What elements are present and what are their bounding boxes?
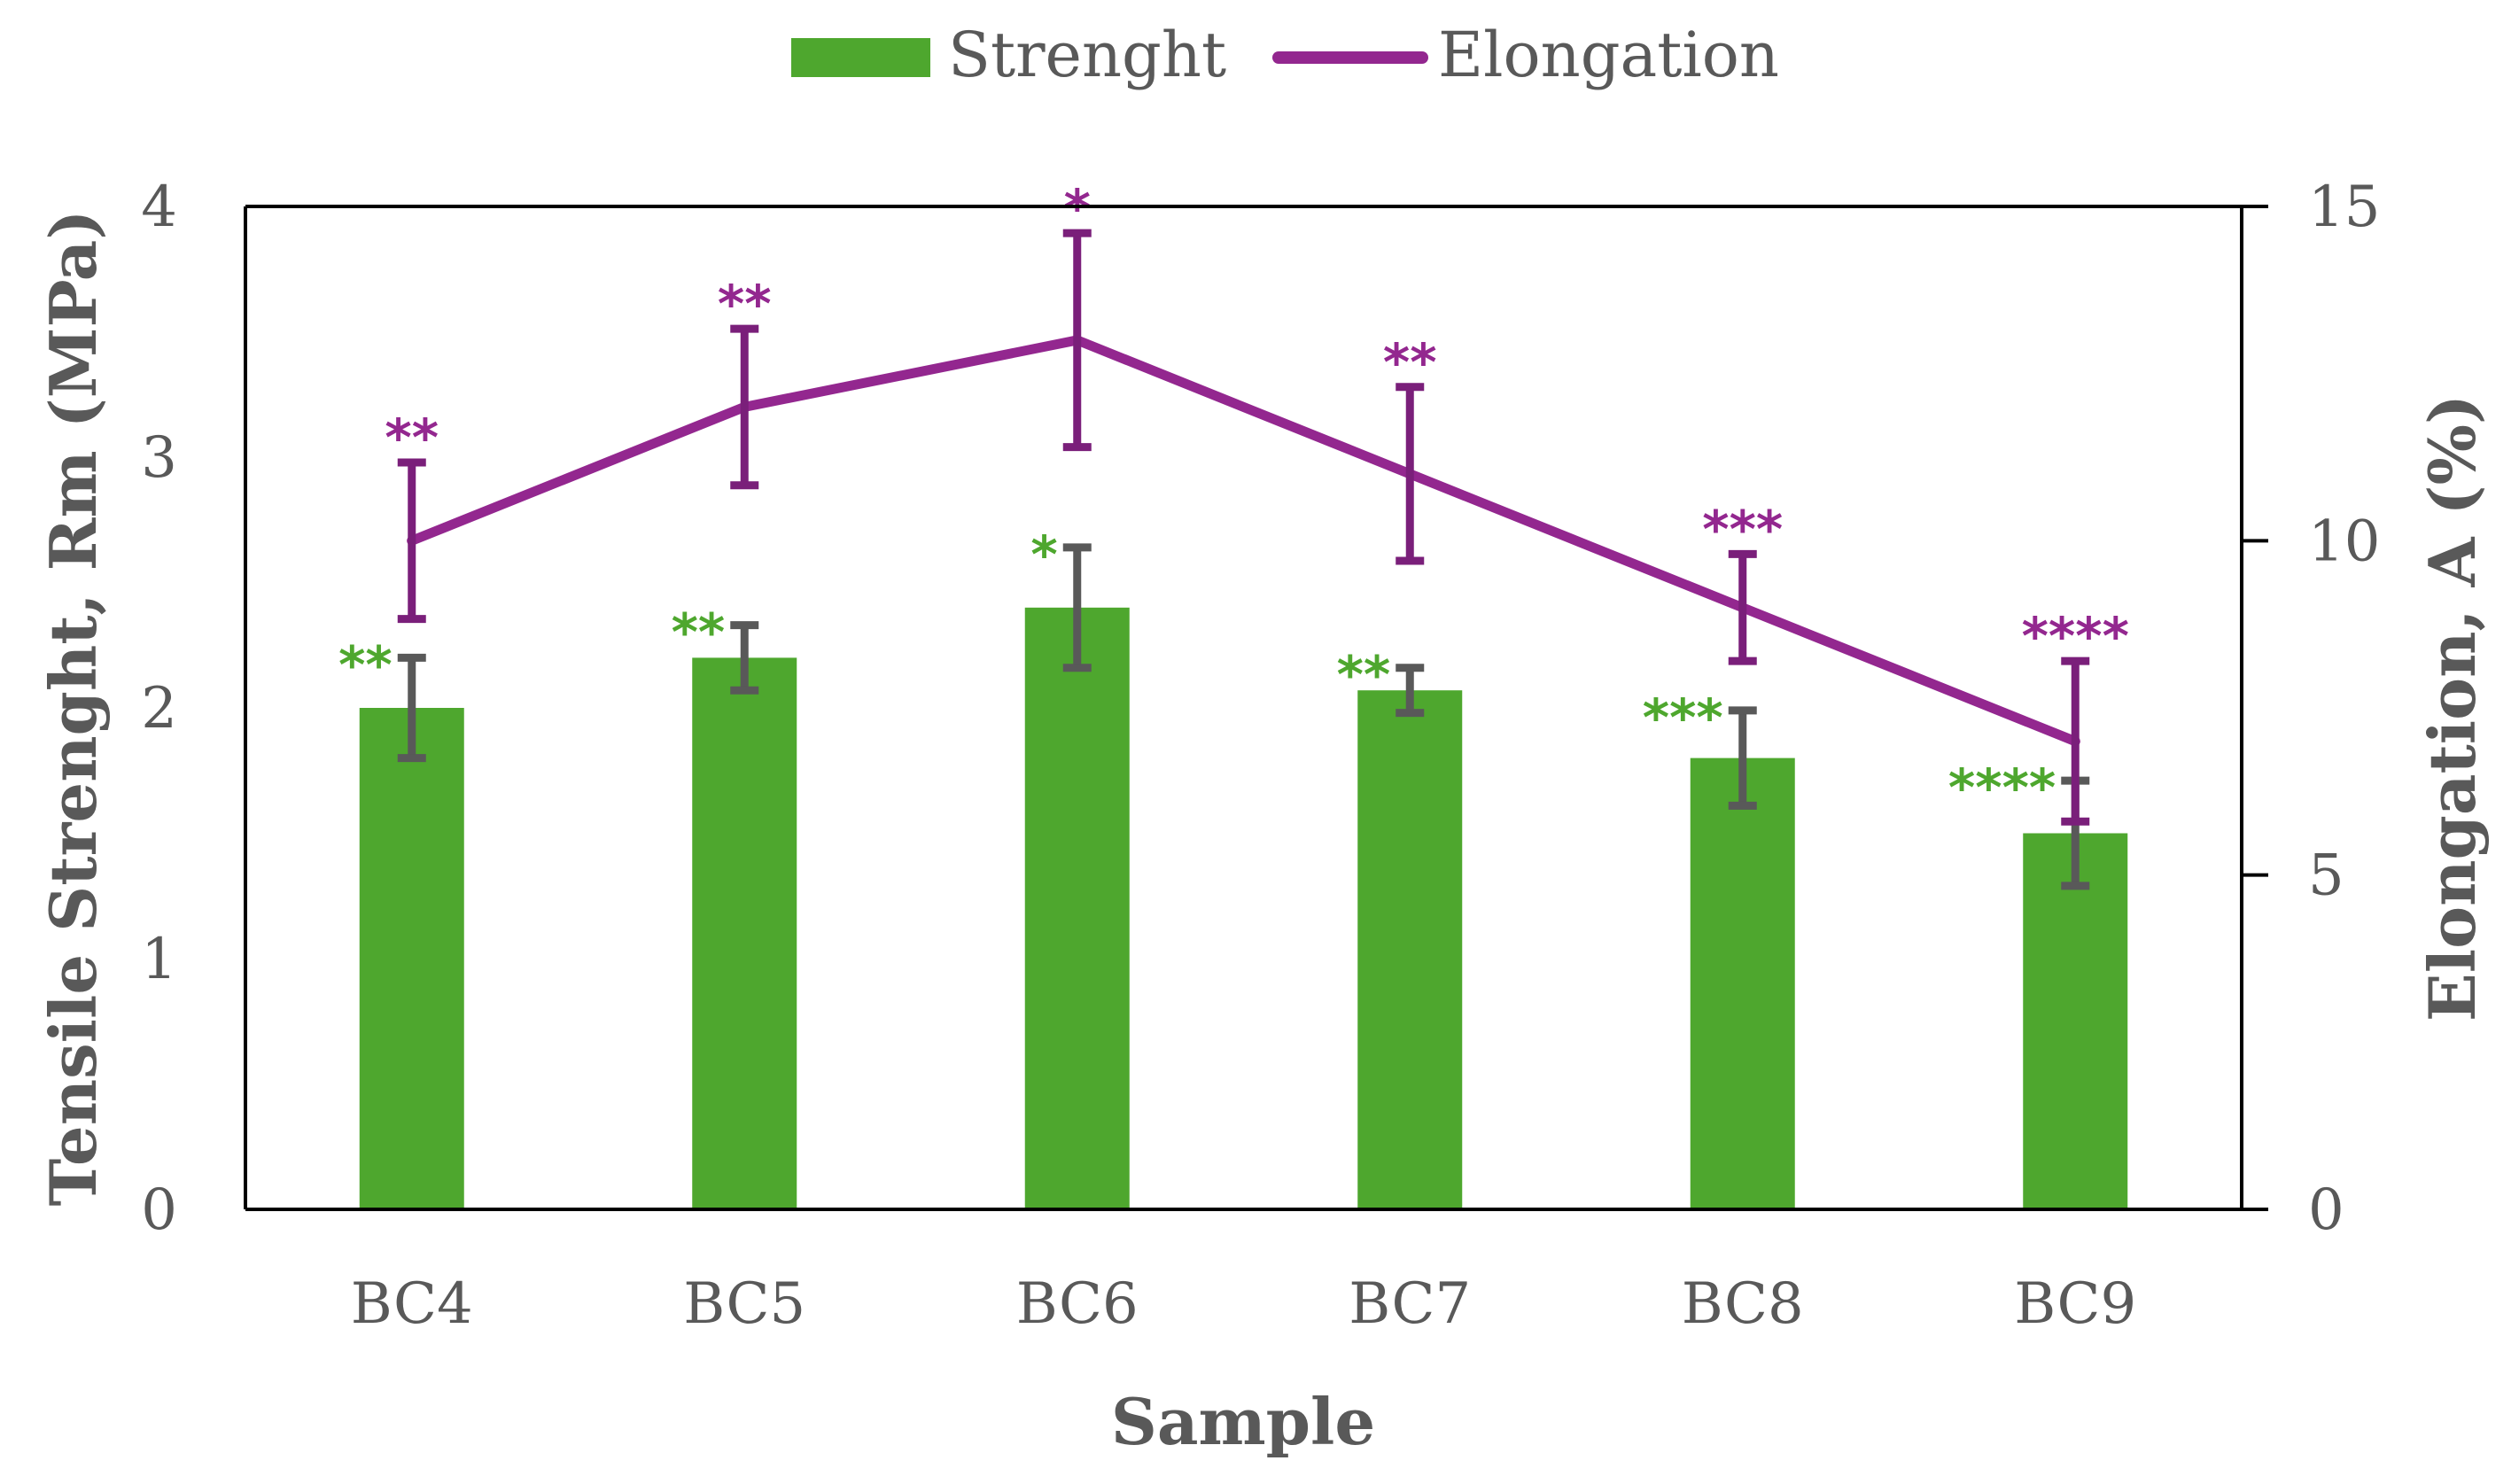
x-tick-label-bc8: BC8 bbox=[1682, 1271, 1804, 1337]
strength-bar-bc8 bbox=[1690, 758, 1795, 1209]
y-tick-label-2: 2 bbox=[141, 676, 177, 742]
y2-tick-label-15: 15 bbox=[2308, 175, 2380, 240]
elongation-error-bar-bc4 bbox=[397, 458, 426, 624]
strength-error-bar-bc7 bbox=[1396, 664, 1425, 718]
elongation-line-layer bbox=[407, 335, 2080, 747]
y-tick-label-1: 1 bbox=[141, 927, 177, 992]
strength-error-bar-bc6 bbox=[1062, 543, 1092, 672]
elongation-significance-bc5: ** bbox=[718, 274, 772, 334]
x-tick-label-bc9: BC9 bbox=[2014, 1271, 2136, 1337]
strength-error-bar-bc4 bbox=[397, 653, 426, 763]
elongation-significance-bc6: * bbox=[1064, 178, 1091, 238]
elongation-significance-bc9: **** bbox=[2022, 606, 2129, 666]
legend-strength-label: Strenght bbox=[948, 19, 1226, 91]
strength-error-bar-bc5 bbox=[730, 621, 759, 695]
strength-bar-bc6 bbox=[1024, 607, 1130, 1209]
elongation-error-bar-bc5 bbox=[730, 324, 759, 490]
strength-significance-bc4: ** bbox=[338, 634, 393, 695]
elongation-significance-bc7: ** bbox=[1383, 332, 1437, 392]
x-tick-label-bc5: BC5 bbox=[683, 1271, 805, 1337]
strength-bars bbox=[359, 607, 2128, 1209]
x-tick-label-bc7: BC7 bbox=[1349, 1271, 1471, 1337]
elongation-significance-bc8: *** bbox=[1702, 499, 1783, 559]
y-axis-title: Tensile Strenght, Rm (MPa) bbox=[35, 210, 111, 1207]
y-tick-label-0: 0 bbox=[141, 1177, 177, 1243]
strength-significance-bc6: * bbox=[1030, 524, 1057, 585]
y-tick-label-4: 4 bbox=[141, 175, 177, 240]
significance-labels: **************************** bbox=[338, 178, 2129, 818]
x-axis-title: Sample bbox=[1111, 1384, 1375, 1459]
x-tick-label-bc6: BC6 bbox=[1016, 1271, 1139, 1337]
strength-significance-bc8: *** bbox=[1643, 688, 1723, 748]
x-tick-label-bc4: BC4 bbox=[351, 1271, 473, 1337]
legend-elongation-label: Elongation bbox=[1438, 19, 1779, 91]
strength-bar-bc9 bbox=[2023, 833, 2128, 1209]
elongation-error-bar-bc9 bbox=[2061, 657, 2090, 826]
y2-tick-label-5: 5 bbox=[2308, 843, 2344, 909]
left-axis-ticks: 0 1 2 3 4 bbox=[141, 175, 177, 1243]
strength-bar-bc5 bbox=[692, 657, 797, 1209]
strength-error-bars bbox=[397, 543, 2090, 890]
legend-strength-swatch bbox=[791, 38, 930, 77]
y2-tick-label-0: 0 bbox=[2308, 1177, 2344, 1243]
elongation-significance-bc4: ** bbox=[385, 408, 439, 468]
strength-significance-bc7: ** bbox=[1337, 645, 1391, 705]
strength-bar-bc7 bbox=[1357, 690, 1463, 1209]
y2-tick-label-10: 10 bbox=[2308, 509, 2380, 574]
y-tick-label-3: 3 bbox=[141, 425, 177, 491]
strength-significance-bc9: **** bbox=[1948, 758, 2056, 818]
elongation-error-bar-bc6 bbox=[1062, 229, 1092, 452]
strength-error-bar-bc8 bbox=[1728, 706, 1757, 810]
strength-significance-bc5: ** bbox=[672, 602, 726, 663]
elongation-error-bars bbox=[397, 229, 2090, 826]
elongation-error-bar-bc8 bbox=[1728, 549, 1757, 665]
x-axis-ticks: BC4 BC5 BC6 BC7 BC8 BC9 bbox=[351, 1271, 2136, 1337]
strength-bar-bc4 bbox=[359, 708, 464, 1209]
right-axis-ticks: 0 5 10 15 bbox=[2242, 175, 2380, 1243]
legend: Strenght Elongation bbox=[791, 19, 1779, 91]
elongation-line bbox=[407, 335, 2080, 747]
elongation-error-bar-bc7 bbox=[1396, 383, 1425, 565]
y2-axis-title: Elongation, A (%) bbox=[2414, 394, 2490, 1022]
